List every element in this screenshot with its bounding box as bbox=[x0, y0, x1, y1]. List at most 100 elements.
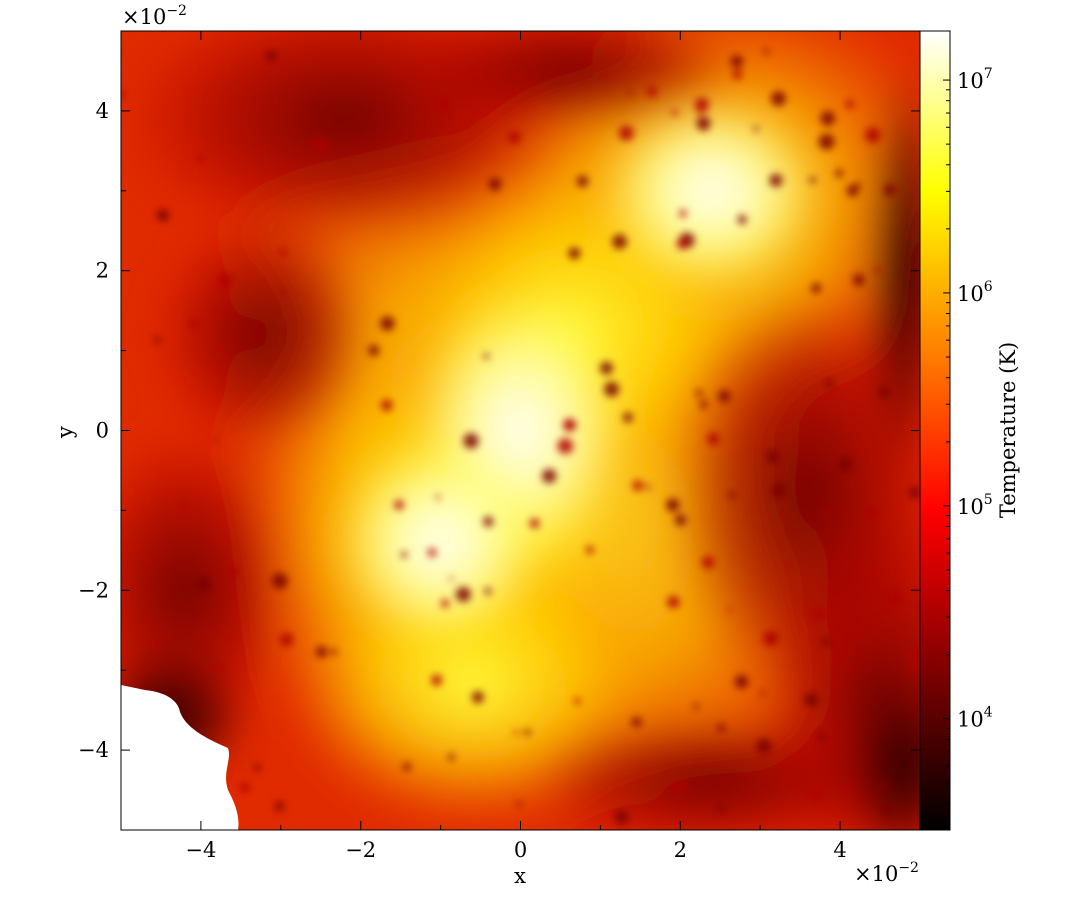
gas-clump bbox=[804, 692, 819, 707]
gas-clump bbox=[881, 782, 887, 788]
gas-clump bbox=[435, 97, 450, 112]
gas-clump bbox=[599, 361, 614, 375]
gas-clump bbox=[483, 353, 490, 360]
temperature-region bbox=[864, 63, 920, 479]
gas-clump bbox=[427, 548, 437, 557]
gas-clump bbox=[394, 499, 405, 510]
gas-clump bbox=[180, 502, 187, 508]
gas-clump bbox=[822, 508, 830, 516]
gas-clump bbox=[707, 432, 720, 446]
gas-clump bbox=[666, 498, 680, 512]
gas-clump bbox=[400, 551, 408, 558]
gas-clump bbox=[672, 780, 685, 794]
gas-clump bbox=[734, 674, 749, 689]
temperature-region bbox=[336, 438, 545, 647]
gas-clump bbox=[756, 738, 772, 754]
gas-clump bbox=[671, 109, 678, 116]
gas-clump bbox=[632, 480, 643, 491]
gas-clump bbox=[431, 674, 443, 686]
gas-clump bbox=[838, 457, 853, 472]
gas-clump bbox=[835, 169, 844, 178]
gas-clump bbox=[885, 589, 902, 606]
gas-clump bbox=[253, 763, 261, 772]
gas-clump bbox=[878, 386, 890, 398]
gas-clump bbox=[121, 90, 125, 99]
gas-clump bbox=[612, 234, 627, 250]
gas-clump bbox=[771, 483, 786, 498]
gas-clump bbox=[274, 801, 285, 812]
gas-clump bbox=[279, 248, 287, 257]
gas-clump bbox=[908, 659, 920, 672]
gas-clump bbox=[271, 573, 288, 589]
temperature-region bbox=[152, 214, 377, 455]
gas-clump bbox=[732, 69, 743, 80]
gas-clump bbox=[880, 803, 894, 817]
gas-clump bbox=[229, 566, 239, 577]
x-tick-label: −4 bbox=[185, 838, 216, 862]
gas-clump bbox=[585, 545, 594, 554]
gas-clump bbox=[820, 111, 836, 126]
gas-clump bbox=[911, 648, 920, 661]
gas-clump bbox=[909, 486, 920, 499]
gas-clump bbox=[330, 648, 338, 656]
gas-clump bbox=[846, 184, 859, 197]
gas-clump bbox=[843, 781, 852, 791]
y-tick-label: −4 bbox=[78, 738, 109, 762]
gas-clump bbox=[852, 274, 865, 286]
gas-clump bbox=[279, 632, 294, 647]
gas-clump bbox=[568, 247, 581, 260]
gas-clump bbox=[825, 379, 834, 388]
gas-clump bbox=[693, 703, 699, 710]
gas-clump bbox=[603, 381, 620, 397]
gas-clump bbox=[279, 287, 287, 295]
gas-clump bbox=[728, 491, 736, 499]
gas-clump bbox=[763, 48, 770, 55]
gas-clump bbox=[574, 697, 581, 705]
gas-clump bbox=[213, 663, 223, 673]
gas-clump bbox=[516, 801, 522, 807]
temperature-region bbox=[392, 31, 745, 135]
gas-clump bbox=[440, 599, 450, 608]
gas-clump bbox=[557, 438, 574, 454]
temperature-region bbox=[664, 286, 920, 703]
gas-clump bbox=[618, 125, 634, 141]
gas-clump bbox=[463, 433, 479, 449]
gas-clump bbox=[471, 691, 484, 704]
gas-clump bbox=[541, 468, 557, 484]
gas-clump bbox=[701, 555, 715, 569]
gas-clump bbox=[737, 214, 747, 225]
x-axis-label: x bbox=[514, 864, 526, 888]
gas-clump bbox=[601, 71, 608, 78]
gas-clump bbox=[513, 730, 519, 735]
gas-clump bbox=[674, 514, 687, 526]
gas-clump bbox=[508, 131, 521, 144]
y-tick-label: 0 bbox=[96, 419, 109, 443]
gas-clump bbox=[771, 91, 786, 107]
gas-clump bbox=[381, 399, 393, 411]
gas-clump bbox=[563, 418, 577, 432]
gas-clump bbox=[766, 450, 780, 464]
gas-clump bbox=[679, 209, 687, 218]
colorbar-label: Temperature (K) bbox=[996, 342, 1020, 518]
colorbar-tick-label: 107 bbox=[957, 66, 993, 93]
temperature-region bbox=[520, 710, 904, 830]
empty-region bbox=[121, 685, 239, 830]
gas-clump bbox=[769, 173, 783, 187]
gas-clump bbox=[265, 50, 277, 62]
temperature-heatmap bbox=[121, 31, 920, 830]
gas-clump bbox=[727, 607, 732, 613]
gas-clump bbox=[402, 762, 411, 771]
gas-clump bbox=[874, 267, 881, 274]
gas-clump bbox=[818, 133, 835, 150]
y-tick-label: −2 bbox=[78, 578, 109, 602]
y-scale-multiplier: ×10−2 bbox=[122, 3, 187, 29]
colorbar-tick-label: 106 bbox=[957, 279, 993, 306]
gas-clump bbox=[855, 182, 861, 188]
temperature-region bbox=[840, 670, 920, 830]
gas-clump bbox=[576, 175, 589, 188]
gas-clump bbox=[730, 55, 744, 68]
gas-clump bbox=[676, 238, 688, 250]
y-tick-label: 4 bbox=[96, 99, 109, 123]
gas-clump bbox=[811, 283, 822, 294]
gas-clump bbox=[864, 127, 881, 143]
